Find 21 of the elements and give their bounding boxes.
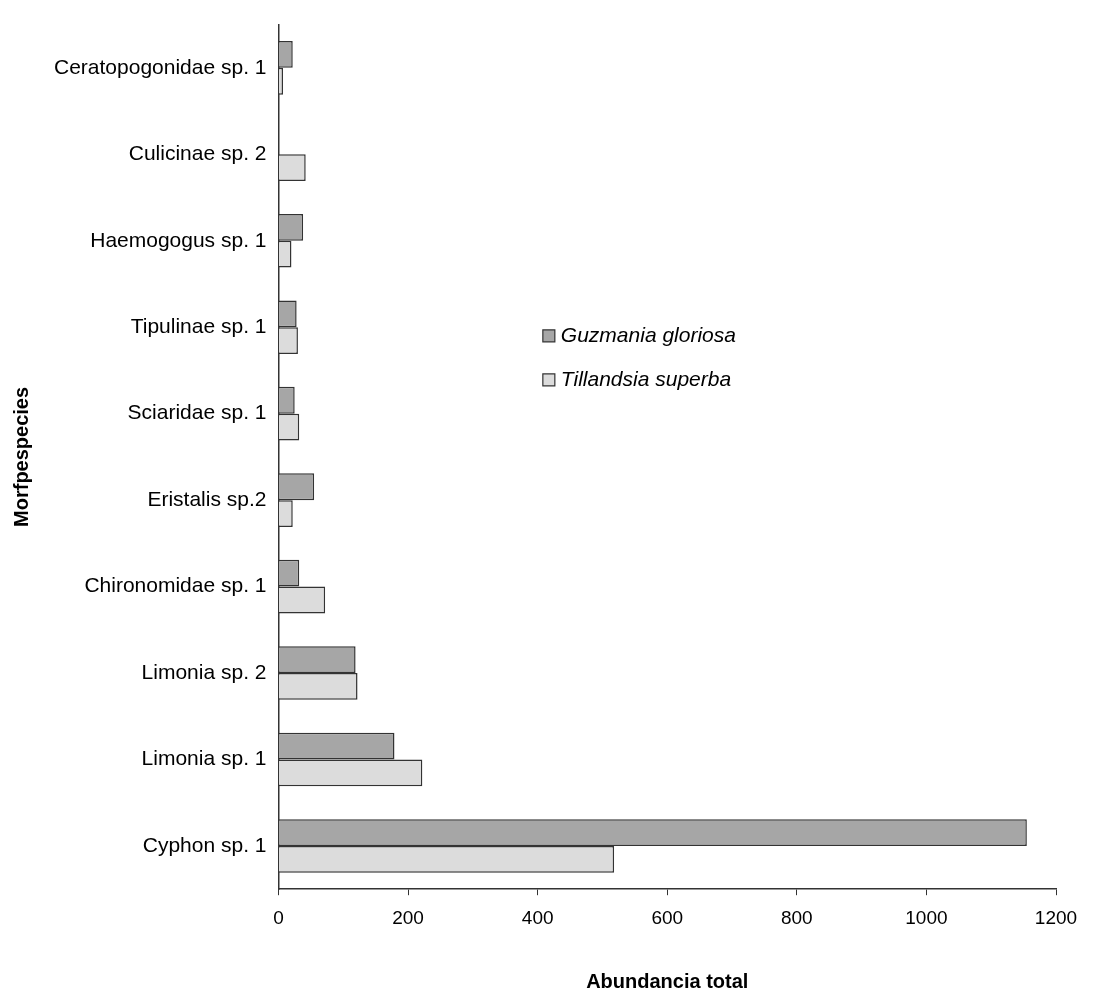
x-tick-label: 0 xyxy=(273,906,284,928)
x-tick-label: 200 xyxy=(392,906,424,928)
x-tick-label: 600 xyxy=(651,906,684,928)
y-tick-label: Ceratopogonidae sp. 1 xyxy=(53,54,267,78)
y-tick-label: Cyphon sp. 1 xyxy=(142,832,267,856)
y-tick-label: Haemogogus sp. 1 xyxy=(90,227,267,251)
legend-label: Tillandsia superba xyxy=(560,366,732,390)
y-axis-title: Morfpespecies xyxy=(9,386,32,527)
x-tick-label: 400 xyxy=(521,906,554,928)
x-tick-label: 1000 xyxy=(905,906,948,928)
x-axis-title: Abundancia total xyxy=(586,969,749,992)
y-tick-label: Limonia sp. 1 xyxy=(141,746,267,770)
y-tick-label: Sciaridae sp. 1 xyxy=(127,400,267,424)
y-tick-label: Eristalis sp.2 xyxy=(147,486,267,510)
legend-label: Guzmania gloriosa xyxy=(560,322,736,346)
y-tick-label: Limonia sp. 2 xyxy=(141,659,267,683)
x-tick-label: 800 xyxy=(780,906,813,928)
y-tick-label: Culicinae sp. 2 xyxy=(128,141,267,165)
x-tick-label: 1200 xyxy=(1034,906,1078,928)
y-tick-label: Tipulinae sp. 1 xyxy=(130,314,267,338)
y-tick-label: Chironomidae sp. 1 xyxy=(84,573,267,597)
